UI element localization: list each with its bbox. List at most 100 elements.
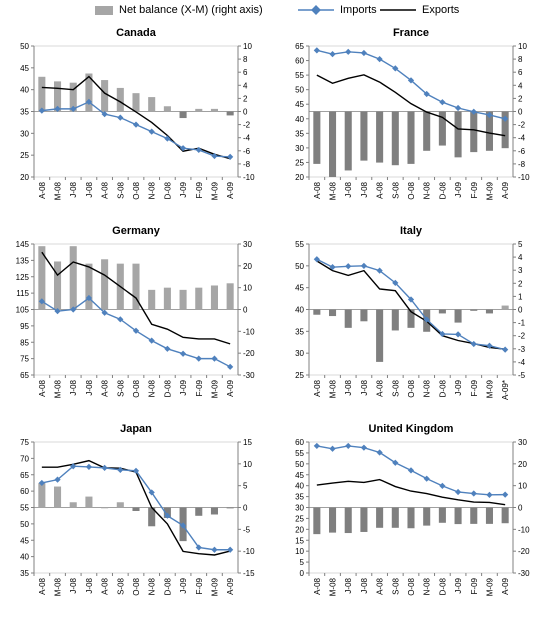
left-axis-tick-label: 55 <box>295 240 304 249</box>
right-axis-tick-label: 5 <box>518 240 523 249</box>
net-balance-bar <box>438 507 446 523</box>
x-axis-tick-label: A-09* <box>501 380 510 400</box>
net-balance-bar <box>454 309 462 323</box>
net-balance-bar <box>438 111 446 146</box>
chart-title: Germany <box>112 225 161 237</box>
imports-line <box>316 258 506 351</box>
chart-title: Canada <box>116 27 157 39</box>
net-balance-bar <box>210 285 218 310</box>
net-balance-bar <box>376 309 384 362</box>
net-balance-bar <box>69 246 77 310</box>
x-axis-tick-label: A-08 <box>313 181 322 198</box>
right-axis-tick-label: 8 <box>518 55 523 64</box>
x-axis-tick-label: A-08 <box>313 379 322 396</box>
left-axis-tick-label: 30 <box>20 129 29 138</box>
x-axis-tick-label: M-08 <box>54 577 63 596</box>
right-axis-tick-label: -30 <box>518 569 530 578</box>
chart-title: Italy <box>400 225 423 237</box>
net-balance-bar <box>132 263 140 310</box>
net-balance-bar <box>210 507 218 515</box>
imports-marker <box>195 355 202 362</box>
x-axis-tick-label: F-09 <box>470 181 479 198</box>
net-balance-bar <box>344 111 352 171</box>
right-axis-tick-label: -6 <box>518 147 526 156</box>
chart-panel-france: France 20 25 30 35 40 45 50 55 60 65 -10 -8 -6 -4 -2 0 2 4… <box>275 22 550 220</box>
net-balance-bar <box>179 289 187 310</box>
imports-marker <box>360 49 368 57</box>
x-axis-tick-label: A-08 <box>101 181 110 198</box>
net-balance-bar <box>485 507 493 524</box>
net-balance-bar <box>407 309 415 328</box>
x-axis-tick-label: N-08 <box>148 181 157 199</box>
right-axis-tick-label: 0 <box>243 306 248 315</box>
right-axis-tick-label: 0 <box>518 108 523 117</box>
imports-marker <box>38 479 45 487</box>
x-axis-tick-label: A-08 <box>38 577 47 594</box>
legend-item-net-balance: Net balance (X-M) (right axis) <box>95 4 263 16</box>
right-axis-tick-label: -6 <box>243 147 251 156</box>
x-axis-tick-label: O-08 <box>407 379 416 397</box>
imports-marker <box>54 105 61 112</box>
net-balance-bar <box>329 309 337 317</box>
chart-title: France <box>393 27 429 39</box>
net-balance-bar <box>391 111 399 166</box>
chart-panel-germany: Germany 65 75 85 95 105 115 125 135 145 -30 -20 -10 0… <box>0 220 275 418</box>
right-axis-tick-label: -8 <box>243 160 251 169</box>
x-axis-tick-label: M-09 <box>210 181 219 200</box>
right-axis-tick-label: -15 <box>243 569 255 578</box>
x-axis-tick-label: A-09 <box>501 181 510 198</box>
x-axis-tick-label: M-09 <box>210 577 219 596</box>
x-axis-tick-label: F-09 <box>195 181 204 198</box>
left-axis-tick-label: 65 <box>295 42 304 51</box>
chart-panel-united-kingdom: United Kingdom 0 5 10 15 20 25 30 35 40 45 50 55 60 -3… <box>275 418 550 616</box>
chart-france: France 20 25 30 35 40 45 50 55 60 65 -10 -8 -6 -4 -2 0 2 4… <box>295 27 530 200</box>
imports-marker <box>132 327 140 334</box>
x-axis-tick-label: A-09 <box>226 181 235 198</box>
left-axis-tick-label: 5 <box>300 558 305 567</box>
net-balance-bar <box>226 111 234 116</box>
x-axis-tick-label: M-08 <box>54 181 63 200</box>
x-axis-tick-label: O-08 <box>407 577 416 595</box>
x-axis-tick-label: A-09 <box>226 379 235 396</box>
net-balance-bar <box>132 507 140 511</box>
right-axis-tick-label: 4 <box>518 81 523 90</box>
imports-marker <box>423 475 430 482</box>
right-axis-tick-label: -4 <box>518 134 526 143</box>
legend-swatch-exports <box>380 9 416 11</box>
x-axis-tick-label: N-08 <box>423 181 432 199</box>
imports-marker <box>148 489 155 496</box>
net-balance-bar <box>501 111 509 149</box>
chart-japan: Japan 35 40 45 50 55 60 65 70 75 -15 -10 -5 0 5 10 15 A-0… <box>20 423 255 596</box>
net-balance-bar <box>423 507 431 526</box>
x-axis-tick-label: O-08 <box>132 379 141 397</box>
right-axis-tick-label: 30 <box>518 438 527 447</box>
imports-marker <box>211 355 218 362</box>
imports-marker <box>38 298 45 305</box>
right-axis-tick-label: 20 <box>518 460 527 469</box>
imports-marker <box>486 491 493 498</box>
imports-marker <box>407 296 415 303</box>
left-axis-tick-label: 25 <box>295 371 304 380</box>
x-axis-tick-label: J-08 <box>85 577 94 593</box>
x-axis-tick-label: S-08 <box>391 379 400 396</box>
net-balance-bar <box>407 507 415 529</box>
x-axis-tick-label: O-08 <box>132 181 141 199</box>
x-axis-tick-label: M-08 <box>54 379 63 398</box>
x-axis-tick-label: J-09 <box>454 577 463 593</box>
left-axis-tick-label: 40 <box>20 553 29 562</box>
imports-marker <box>85 463 93 471</box>
net-balance-bar <box>485 111 493 151</box>
imports-marker <box>313 47 320 54</box>
imports-marker <box>227 153 234 161</box>
x-axis-tick-label: M-09 <box>485 181 494 200</box>
left-axis-tick-label: 75 <box>20 438 29 447</box>
left-axis-tick-label: 40 <box>20 86 29 95</box>
right-axis-tick-label: 10 <box>243 42 252 51</box>
imports-marker <box>407 77 415 84</box>
right-axis-tick-label: 6 <box>518 68 523 77</box>
x-axis-tick-label: J-08 <box>344 379 353 395</box>
net-balance-bar <box>101 80 109 112</box>
net-balance-bar <box>470 111 478 153</box>
x-axis-tick-label: D-08 <box>438 577 447 595</box>
net-balance-bar <box>423 111 431 151</box>
